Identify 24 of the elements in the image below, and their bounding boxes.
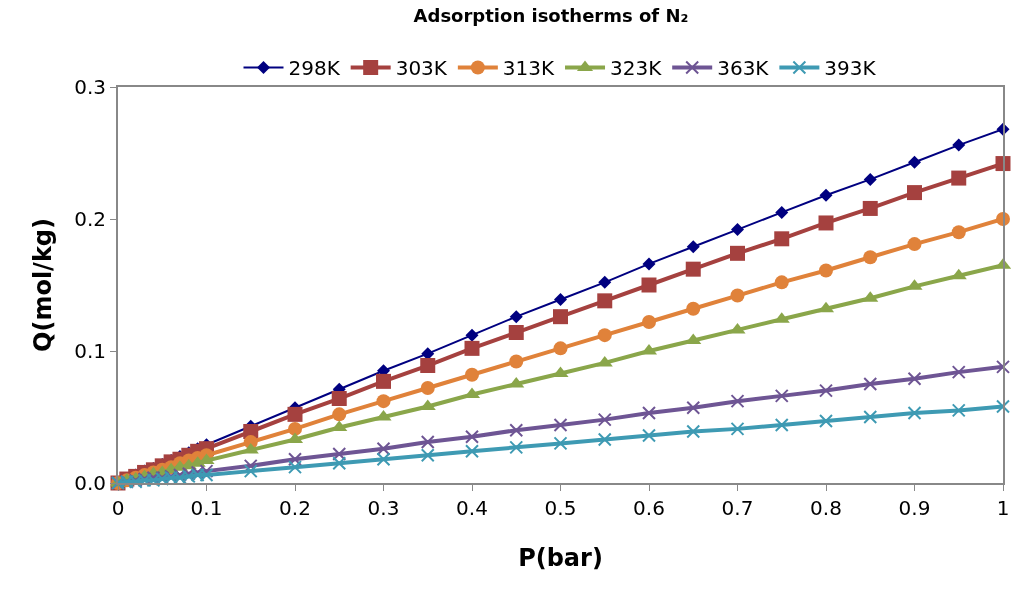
y-tick-label: 0.0 — [74, 471, 106, 495]
y-tick-label: 0.3 — [74, 75, 106, 99]
y-tick-label: 0.2 — [74, 207, 106, 231]
x-tick-label: 0.3 — [367, 496, 400, 520]
legend-label: 303K — [395, 56, 448, 81]
y-tick-label: 0.1 — [74, 339, 106, 363]
legend-label: 313K — [502, 56, 556, 81]
legend-label: 363K — [717, 56, 770, 81]
legend-label: 298K — [288, 56, 341, 81]
y-axis-title: Q(mol/kg) — [28, 218, 57, 352]
legend-label: 393K — [824, 56, 877, 81]
x-tick-label: 0.8 — [810, 496, 842, 520]
x-tick-label: 0.1 — [190, 496, 223, 520]
x-axis-title: P(bar) — [518, 543, 603, 572]
chart-title: Adsorption isotherms of N₂ — [413, 4, 689, 26]
x-tick-label: 0.5 — [544, 496, 577, 520]
legend-label: 323K — [610, 56, 663, 81]
x-tick-label: 0.6 — [633, 496, 665, 520]
x-tick-label: 0.9 — [898, 496, 931, 520]
x-tick-label: 0 — [111, 496, 125, 520]
x-tick-label: 0.4 — [456, 496, 488, 520]
x-tick-label: 1 — [996, 496, 1010, 520]
x-tick-label: 0.2 — [279, 496, 311, 520]
x-tick-label: 0.7 — [721, 496, 754, 520]
